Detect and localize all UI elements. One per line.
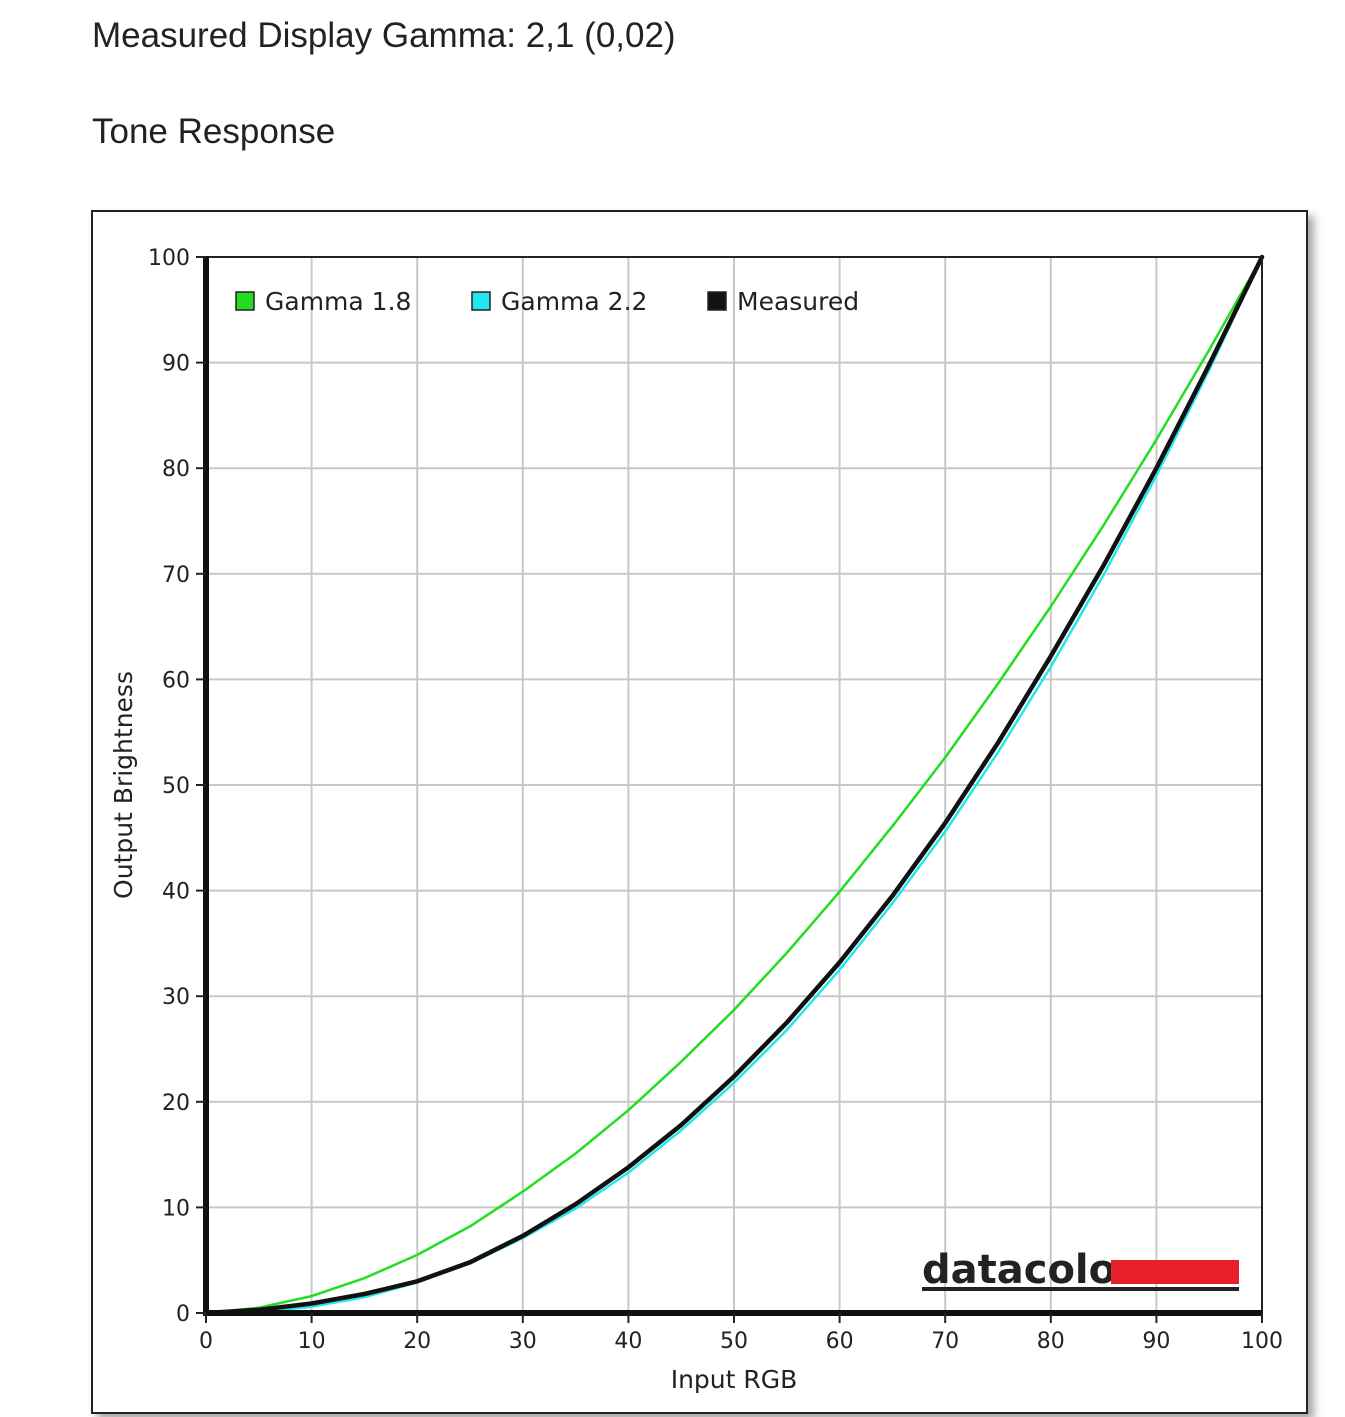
- tone-response-chart: 0 10 20 30 40 50 60 70 80 90 100 0 10 20 30 40 50 60 70 80 9…: [109, 246, 1283, 1394]
- x-tick-label: 90: [1142, 1329, 1170, 1354]
- legend-swatch-measured: [707, 291, 727, 311]
- y-tick-label: 0: [176, 1302, 190, 1327]
- chart-ticks: 0 10 20 30 40 50 60 70 80 90 100 0 10 20 30 40 50 60 70 80 9…: [148, 246, 1283, 1354]
- x-tick-label: 40: [614, 1329, 642, 1354]
- legend-label-gamma-2-2: Gamma 2.2: [501, 287, 647, 316]
- y-tick-label: 10: [162, 1196, 190, 1221]
- x-tick-label: 100: [1241, 1329, 1283, 1354]
- chart-lines: [203, 254, 1265, 1316]
- x-tick-label: 0: [199, 1329, 213, 1354]
- series-line-gamma-1-8: [204, 255, 1264, 1315]
- x-tick-label: 10: [298, 1329, 326, 1354]
- legend-swatch-gamma-1-8: [235, 291, 255, 311]
- y-tick-label: 100: [148, 246, 190, 271]
- section-title: Tone Response: [92, 112, 336, 151]
- gamma-label: Measured Display Gamma:: [92, 16, 517, 55]
- x-axis-label: Input RGB: [671, 1365, 798, 1394]
- x-tick-label: 30: [509, 1329, 537, 1354]
- datacolor-logo: datacolor: [922, 1247, 1239, 1293]
- logo-text: datacolor: [922, 1247, 1136, 1293]
- y-tick-label: 20: [162, 1091, 190, 1116]
- series-line-measured: [203, 254, 1265, 1316]
- gamma-value: 2,1 (0,02): [525, 16, 676, 55]
- x-tick-label: 20: [403, 1329, 431, 1354]
- y-tick-label: 30: [162, 985, 190, 1010]
- x-tick-label: 80: [1037, 1329, 1065, 1354]
- measured-gamma-heading: Measured Display Gamma: 2,1 (0,02): [92, 16, 676, 56]
- y-axis-label: Output Brightness: [109, 671, 138, 899]
- legend-label-gamma-1-8: Gamma 1.8: [265, 287, 411, 316]
- legend-label-measured: Measured: [737, 287, 859, 316]
- y-tick-label: 60: [162, 668, 190, 693]
- logo-red-bar: [1111, 1260, 1239, 1284]
- x-tick-label: 70: [931, 1329, 959, 1354]
- y-tick-label: 40: [162, 880, 190, 905]
- chart-grid: [206, 256, 1263, 1313]
- y-tick-label: 90: [162, 352, 190, 377]
- y-tick-label: 50: [162, 774, 190, 799]
- chart-legend: Gamma 1.8 Gamma 2.2 Measured: [235, 287, 859, 316]
- legend-swatch-gamma-2-2: [471, 291, 491, 311]
- chart-frame: 0 10 20 30 40 50 60 70 80 90 100 0 10 20 30 40 50 60 70 80 9…: [91, 210, 1308, 1414]
- x-tick-label: 60: [826, 1329, 854, 1354]
- y-tick-label: 80: [162, 457, 190, 482]
- y-tick-label: 70: [162, 563, 190, 588]
- x-tick-label: 50: [720, 1329, 748, 1354]
- logo-underline: [922, 1287, 1239, 1291]
- series-line-gamma-2-2: [204, 255, 1264, 1315]
